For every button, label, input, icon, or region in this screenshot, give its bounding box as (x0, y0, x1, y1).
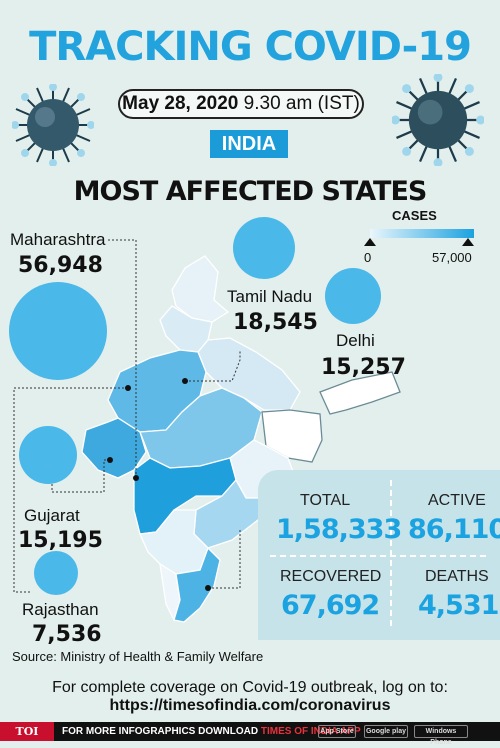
bottom-bar-cta: FOR MORE INFOGRAPHICS DOWNLOAD (62, 726, 259, 737)
legend-min: 0 (364, 250, 372, 265)
state-label-maharashtra: Maharashtra (10, 230, 106, 249)
bubble-rajasthan (34, 551, 78, 595)
state-value-delhi: 15,257 (321, 355, 406, 380)
state-jk (171, 255, 230, 323)
toi-logo: TOI (0, 722, 54, 741)
state-label-rajasthan: Rajasthan (22, 600, 99, 619)
google-play-badge[interactable]: Google play (364, 725, 408, 738)
virus-icon-right (392, 74, 484, 166)
state-label-tamilnadu: Tamil Nadu (227, 287, 313, 306)
state-label-gujarat: Gujarat (24, 506, 80, 525)
deaths-value: 4,531 (418, 590, 499, 621)
state-value-rajasthan: 7,536 (32, 622, 102, 647)
state-tamilnadu (173, 546, 221, 623)
footer-text: For complete coverage on Covid-19 outbre… (52, 679, 448, 696)
time-text: 9.30 am (IST) (243, 93, 360, 114)
source-note: Source: Ministry of Health & Family Welf… (12, 649, 264, 664)
app-store-badge[interactable]: App Store (318, 725, 356, 738)
deaths-label: DEATHS (425, 568, 489, 585)
bottom-bar-brand: TIMES OF INDIA APP (260, 726, 361, 737)
stats-dividers (270, 480, 490, 630)
total-value: 1,58,333 (276, 514, 402, 545)
bottom-bar-text: FOR MORE INFOGRAPHICS DOWNLOAD TIMES OF … (62, 722, 361, 741)
total-label: TOTAL (300, 492, 351, 509)
state-gujarat (81, 417, 147, 479)
legend-title: CASES (392, 208, 437, 223)
date-pill: May 28, 2020 9.30 am (IST) (118, 89, 364, 119)
footer-link[interactable]: https://timesofindia.com/coronavirus (109, 697, 391, 714)
recovered-value: 67,692 (281, 590, 380, 621)
active-label: ACTIVE (428, 492, 486, 509)
state-value-tamilnadu: 18,545 (233, 310, 318, 335)
bottom-bar: TOI FOR MORE INFOGRAPHICS DOWNLOAD TIMES… (0, 722, 500, 746)
state-value-maharashtra: 56,948 (18, 253, 103, 278)
bubble-maharashtra (9, 282, 107, 380)
active-value: 86,110 (408, 514, 500, 545)
state-label-delhi: Delhi (336, 331, 375, 350)
page-title: TRACKING COVID-19 (29, 24, 472, 70)
legend-gradient (370, 229, 474, 238)
bubble-tamilnadu (233, 217, 295, 279)
state-value-gujarat: 15,195 (18, 528, 103, 553)
date-text: May 28, 2020 (122, 93, 239, 114)
legend-max: 57,000 (432, 250, 472, 265)
virus-icon-left (12, 84, 94, 166)
bubble-gujarat (19, 426, 77, 484)
state-east (261, 409, 323, 463)
legend-markers (364, 238, 474, 246)
country-badge: INDIA (210, 130, 288, 158)
state-ne (319, 371, 401, 415)
stats-panel (258, 470, 500, 640)
bubble-delhi (325, 268, 381, 324)
recovered-label: RECOVERED (280, 568, 382, 585)
windows-store-badge[interactable]: Windows Phone (414, 725, 468, 746)
section-title: MOST AFFECTED STATES (73, 176, 428, 207)
